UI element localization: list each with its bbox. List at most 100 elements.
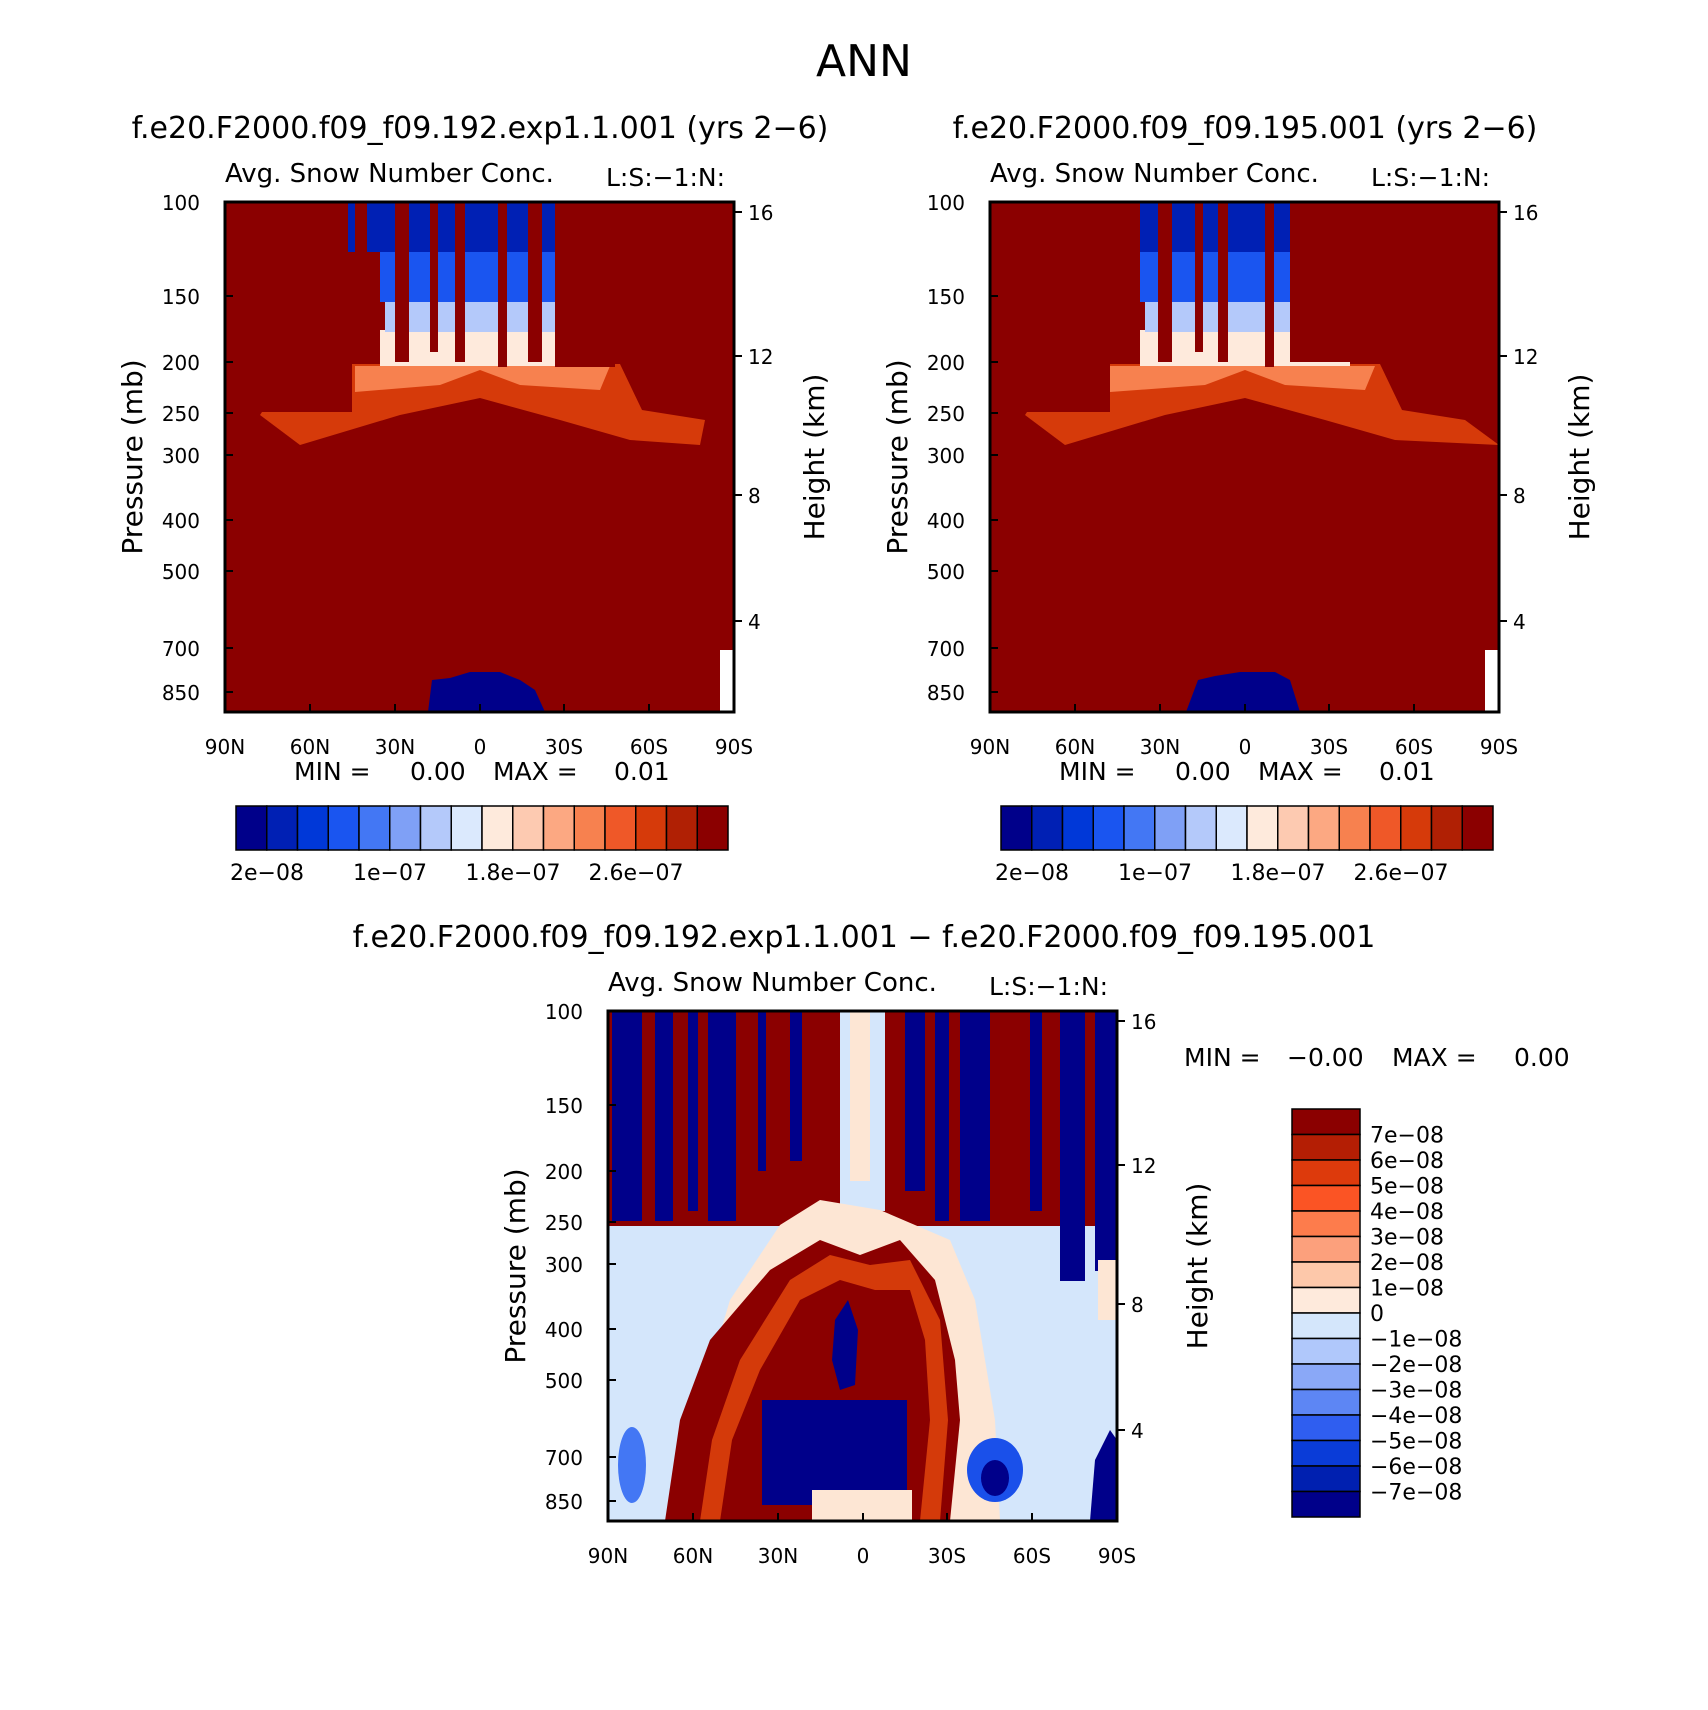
pale-blue-band	[385, 300, 585, 332]
orange-band	[355, 366, 610, 392]
colorbar-vertical	[1291, 1108, 1361, 1518]
panel-title: f.e20.F2000.f09_f09.192.exp1.1.001 (yrs …	[132, 111, 829, 146]
x-tick-label: 0	[474, 735, 487, 759]
colorbar-swatch	[450, 805, 483, 851]
page-title: ANN	[816, 36, 912, 87]
colorbar-swatch	[573, 805, 606, 851]
x-tick-label: 90N	[205, 735, 245, 759]
colorbar-swatch	[604, 805, 637, 851]
y-tick-label: 250	[162, 402, 200, 426]
right-cream-strip	[1098, 1260, 1117, 1320]
colorbar-swatch	[235, 805, 268, 851]
y-right-tick-label: 12	[748, 345, 773, 369]
y-axis-left: 100 150 200 250 300 400 500 700 850 Pres…	[881, 191, 998, 705]
colorbar-swatch	[1461, 805, 1494, 851]
y-tick-label: 400	[162, 509, 200, 533]
y-axis-left: 100 150 200 250 300 400 500 700 850 Pres…	[499, 1000, 616, 1514]
y-tick-label: 150	[162, 285, 200, 309]
x-tick-label: 90S	[1480, 735, 1518, 759]
colorbar-swatch	[1154, 805, 1187, 851]
colorbar-swatch	[1000, 805, 1033, 851]
colorbar-label: 2e−08	[1370, 1251, 1444, 1276]
colorbar-swatch	[1031, 805, 1064, 851]
colorbar-swatch	[1400, 805, 1433, 851]
x-tick-label: 30N	[758, 1544, 798, 1568]
min-value: −0.00	[1287, 1043, 1364, 1072]
y-right-axis-label: Height (km)	[1563, 374, 1596, 541]
colorbar-label: −5e−08	[1370, 1430, 1462, 1455]
y-tick-label: 200	[162, 351, 200, 375]
y-tick-label: 200	[545, 1160, 583, 1184]
panel-difference: f.e20.F2000.f09_f09.192.exp1.1.001 − f.e…	[353, 920, 1570, 1568]
y-axis-right: 16 12 8 4 Height (km)	[734, 201, 831, 634]
min-value: 0.00	[410, 757, 466, 786]
y-right-tick-label: 4	[1131, 1419, 1144, 1443]
panel-control-2: f.e20.F2000.f09_f09.195.001 (yrs 2−6) Av…	[881, 111, 1596, 886]
dark-red-streaks	[1095, 202, 1499, 367]
y-tick-label: 850	[162, 681, 200, 705]
y-tick-label: 200	[927, 351, 965, 375]
y-right-tick-label: 12	[1513, 345, 1538, 369]
near-surface-blue-patch	[428, 672, 545, 712]
colorbar-label: 1e−07	[1118, 861, 1192, 886]
colorbar-label: 1e−07	[353, 861, 427, 886]
y-right-tick-label: 4	[1513, 610, 1526, 634]
colorbar-swatch	[1291, 1159, 1361, 1187]
corner-label: L:S:−1:N:	[1371, 163, 1490, 192]
y-tick-label: 700	[162, 637, 200, 661]
y-tick-label: 300	[162, 444, 200, 468]
colorbar-swatch	[1061, 805, 1094, 851]
x-tick-label: 30N	[1140, 735, 1180, 759]
x-tick-label: 60N	[1055, 735, 1095, 759]
blue-blob-mid	[832, 1300, 858, 1390]
colorbar-swatch	[1092, 805, 1125, 851]
max-label: MAX =	[493, 757, 578, 786]
x-axis: 90N 60N 30N 0 30S 60S 90S	[588, 1513, 1136, 1568]
y-tick-label: 150	[545, 1094, 583, 1118]
max-value: 0.01	[614, 757, 670, 786]
colorbar-swatch	[296, 805, 329, 851]
y-tick-label: 250	[927, 402, 965, 426]
colorbar-swatch	[1277, 805, 1310, 851]
colorbar-label: −1e−08	[1370, 1328, 1462, 1353]
colorbar-swatch	[1338, 805, 1371, 851]
y-tick-label: 300	[545, 1253, 583, 1277]
y-right-tick-label: 8	[1513, 484, 1526, 508]
max-label: MAX =	[1392, 1043, 1477, 1072]
colorbar-swatch	[1184, 805, 1217, 851]
max-value: 0.00	[1514, 1043, 1570, 1072]
colorbar-labels: 7e−086e−085e−084e−083e−082e−081e−080−1e−…	[1370, 1124, 1462, 1506]
colorbar-swatch	[266, 805, 299, 851]
min-label: MIN =	[1184, 1043, 1261, 1072]
colorbar-label: −4e−08	[1370, 1404, 1462, 1429]
colorbar-swatch	[1291, 1184, 1361, 1212]
colorbar	[1000, 805, 1494, 851]
x-axis: 90N 60N 30N 0 30S 60S 90S	[970, 704, 1518, 759]
colorbar-label: 2e−08	[995, 861, 1069, 886]
max-value: 0.01	[1379, 757, 1435, 786]
colorbar-swatch	[512, 805, 545, 851]
colorbar-swatch	[1291, 1133, 1361, 1161]
y-right-tick-label: 16	[748, 201, 773, 225]
colorbar-swatch	[1291, 1235, 1361, 1263]
y-right-tick-label: 8	[1131, 1293, 1144, 1317]
x-tick-label: 30S	[1310, 735, 1348, 759]
colorbar-swatch	[327, 805, 360, 851]
panel-title: f.e20.F2000.f09_f09.192.exp1.1.001 − f.e…	[353, 920, 1376, 955]
colorbar-swatch	[481, 805, 514, 851]
upper-cream-gap	[850, 1011, 870, 1181]
y-axis-left: 100 150 200 250 300 400 500 700 850 Pres…	[116, 191, 233, 705]
y-tick-label: 850	[545, 1490, 583, 1514]
colorbar-swatch	[1215, 805, 1248, 851]
x-tick-label: 0	[857, 1544, 870, 1568]
y-tick-label: 850	[927, 681, 965, 705]
panel-control-1: f.e20.F2000.f09_f09.192.exp1.1.001 (yrs …	[116, 111, 831, 886]
y-right-tick-label: 16	[1513, 201, 1538, 225]
panel-subtitle: Avg. Snow Number Conc.	[608, 968, 937, 998]
y-tick-label: 100	[927, 191, 965, 215]
colorbar-label: 1e−08	[1370, 1277, 1444, 1302]
colorbar-swatch	[419, 805, 452, 851]
colorbar-swatch	[1291, 1261, 1361, 1289]
min-value: 0.00	[1175, 757, 1231, 786]
